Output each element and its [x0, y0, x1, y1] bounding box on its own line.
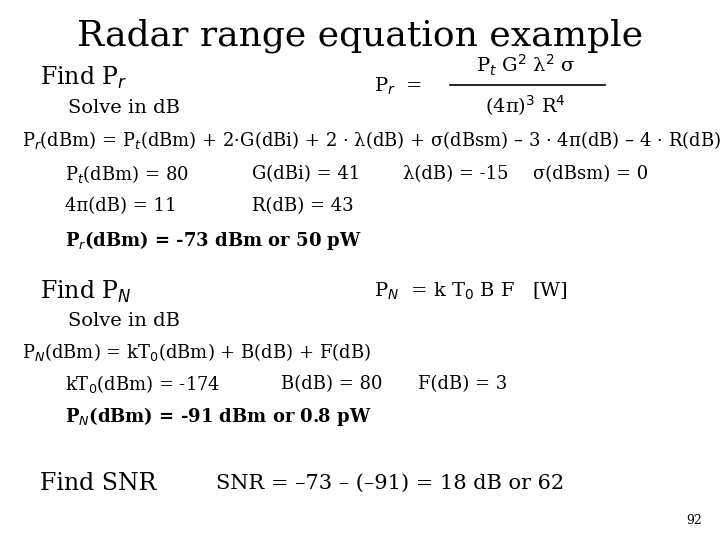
Text: P$_{N}$  = k T$_{0}$ B F   [W]: P$_{N}$ = k T$_{0}$ B F [W]: [374, 281, 568, 302]
Text: P$_{t}$ G$^{2}$ λ$^{2}$ σ: P$_{t}$ G$^{2}$ λ$^{2}$ σ: [476, 53, 575, 78]
Text: Solve in dB: Solve in dB: [68, 312, 181, 330]
Text: G(dBi) = 41: G(dBi) = 41: [252, 165, 360, 183]
Text: P$_{t}$(dBm) = 80: P$_{t}$(dBm) = 80: [65, 163, 189, 185]
Text: (4π)$^{3}$ R$^{4}$: (4π)$^{3}$ R$^{4}$: [485, 93, 566, 118]
Text: P$_{r}$  =: P$_{r}$ =: [374, 76, 423, 97]
Text: σ(dBsm) = 0: σ(dBsm) = 0: [533, 165, 648, 183]
Text: P$_{N}$(dBm) = -91 dBm or 0.8 pW: P$_{N}$(dBm) = -91 dBm or 0.8 pW: [65, 406, 372, 428]
Text: 92: 92: [686, 514, 702, 526]
Text: 4π(dB) = 11: 4π(dB) = 11: [65, 197, 176, 215]
Text: SNR = –73 – (–91) = 18 dB or 62: SNR = –73 – (–91) = 18 dB or 62: [216, 474, 564, 493]
Text: P$_{r}$(dBm) = P$_{t}$(dBm) + 2·G(dBi) + 2 · λ(dB) + σ(dBsm) – 3 · 4π(dB) – 4 · : P$_{r}$(dBm) = P$_{t}$(dBm) + 2·G(dBi) +…: [22, 130, 720, 151]
Text: kT$_{0}$(dBm) = -174: kT$_{0}$(dBm) = -174: [65, 374, 220, 395]
Text: Find P$_{r}$: Find P$_{r}$: [40, 65, 127, 91]
Text: B(dB) = 80: B(dB) = 80: [281, 375, 382, 394]
Text: P$_{N}$(dBm) = kT$_{0}$(dBm) + B(dB) + F(dB): P$_{N}$(dBm) = kT$_{0}$(dBm) + B(dB) + F…: [22, 341, 371, 363]
Text: F(dB) = 3: F(dB) = 3: [418, 375, 507, 394]
Text: Radar range equation example: Radar range equation example: [77, 19, 643, 53]
Text: λ(dB) = -15: λ(dB) = -15: [403, 165, 509, 183]
Text: P$_{r}$(dBm) = -73 dBm or 50 pW: P$_{r}$(dBm) = -73 dBm or 50 pW: [65, 229, 361, 252]
Text: Find P$_{N}$: Find P$_{N}$: [40, 279, 132, 305]
Text: Find SNR: Find SNR: [40, 472, 156, 495]
Text: Solve in dB: Solve in dB: [68, 99, 181, 117]
Text: R(dB) = 43: R(dB) = 43: [252, 197, 354, 215]
